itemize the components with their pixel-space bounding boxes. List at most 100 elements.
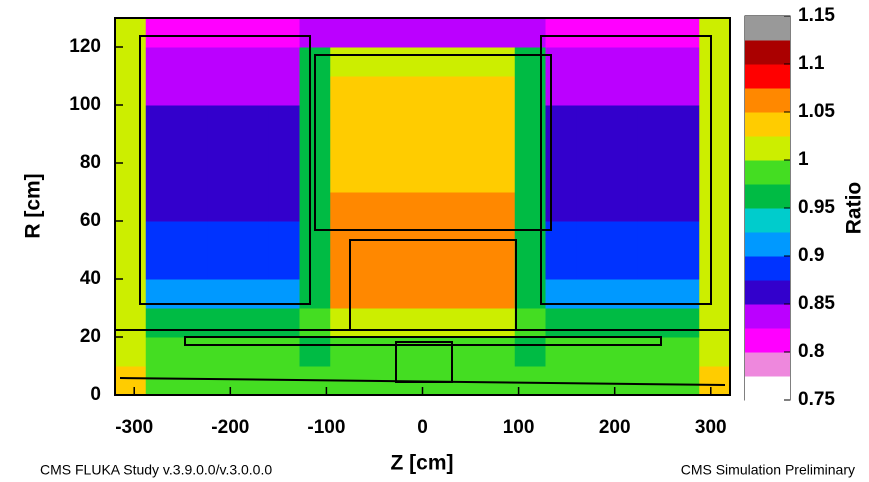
- heatmap-cell: [146, 105, 177, 135]
- heatmap-cell: [546, 250, 577, 280]
- heatmap-cell: [423, 163, 454, 193]
- heatmap-cell: [484, 279, 515, 309]
- heatmap-cell: [177, 366, 208, 396]
- heatmap-cell: [238, 221, 269, 251]
- heatmap-cell: [361, 221, 392, 251]
- heatmap-cell: [207, 47, 238, 77]
- heatmap-cell: [699, 366, 730, 396]
- heatmap-cell: [207, 163, 238, 193]
- heatmap-cell: [146, 366, 177, 396]
- x-tick-label: 0: [417, 417, 428, 438]
- colorbar-band: [745, 64, 790, 89]
- heatmap-cell: [669, 337, 700, 367]
- heatmap-cell: [269, 221, 300, 251]
- heatmap-cell: [330, 337, 361, 367]
- x-tick-label: -100: [307, 417, 345, 438]
- heatmap-cell: [361, 105, 392, 135]
- heatmap-cell: [146, 250, 177, 280]
- heatmap-cell: [177, 18, 208, 48]
- heatmap-cell: [576, 366, 607, 396]
- heatmap-cell: [392, 18, 423, 48]
- heatmap-cell: [269, 250, 300, 280]
- heatmap-cell: [669, 163, 700, 193]
- heatmap-cell: [238, 163, 269, 193]
- heatmap-cell: [484, 134, 515, 164]
- heatmap-cell: [699, 192, 730, 222]
- colorbar-band: [745, 208, 790, 233]
- heatmap-cell: [177, 134, 208, 164]
- heatmap-cell: [669, 105, 700, 135]
- heatmap-cell: [300, 308, 331, 338]
- heatmap-cell: [177, 192, 208, 222]
- heatmap-cell: [669, 366, 700, 396]
- heatmap-cell: [576, 76, 607, 106]
- heatmap-cell: [177, 76, 208, 106]
- heatmap-cell: [269, 134, 300, 164]
- heatmap-cell: [392, 105, 423, 135]
- heatmap-cell: [638, 192, 669, 222]
- heatmap-cell: [484, 250, 515, 280]
- heatmap-cell: [330, 76, 361, 106]
- heatmap-cell: [576, 221, 607, 251]
- heatmap-cell: [330, 105, 361, 135]
- heatmap-cell: [484, 76, 515, 106]
- heatmap-cell: [238, 250, 269, 280]
- heatmap-cell: [300, 18, 331, 48]
- heatmap-cell: [238, 308, 269, 338]
- heatmap-cell: [576, 192, 607, 222]
- chart: Z [cm] R [cm] Ratio CMS FLUKA Study v.3.…: [0, 0, 869, 482]
- heatmap-cell: [361, 18, 392, 48]
- heatmap-cell: [300, 250, 331, 280]
- heatmap-cell: [115, 337, 146, 367]
- heatmap-cell: [423, 308, 454, 338]
- heatmap-cell: [607, 18, 638, 48]
- heatmap-cell: [361, 250, 392, 280]
- colorbar-tick-label: 1.05: [798, 101, 835, 122]
- x-tick-label: -300: [115, 417, 153, 438]
- heatmap-cell: [238, 76, 269, 106]
- heatmap-cell: [177, 337, 208, 367]
- heatmap-cell: [207, 250, 238, 280]
- heatmap-cell: [115, 105, 146, 135]
- heatmap-cell: [146, 18, 177, 48]
- heatmap-cell: [515, 308, 546, 338]
- heatmap-cell: [423, 18, 454, 48]
- y-tick-label: 100: [69, 94, 101, 115]
- heatmap-cell: [238, 192, 269, 222]
- heatmap-cell: [453, 192, 484, 222]
- heatmap-cell: [330, 18, 361, 48]
- heatmap-cell: [361, 47, 392, 77]
- heatmap-cell: [669, 250, 700, 280]
- heatmap-cell: [269, 192, 300, 222]
- heatmap-cell: [699, 76, 730, 106]
- heatmap-cell: [484, 221, 515, 251]
- heatmap-cell: [330, 192, 361, 222]
- heatmap-cell: [115, 192, 146, 222]
- heatmap-cell: [392, 221, 423, 251]
- heatmap-cell: [423, 192, 454, 222]
- heatmap-cell: [638, 221, 669, 251]
- y-tick-label: 120: [69, 36, 101, 57]
- heatmap-cell: [392, 308, 423, 338]
- heatmap-cell: [607, 366, 638, 396]
- heatmap-cell: [453, 76, 484, 106]
- heatmap-cell: [423, 76, 454, 106]
- heatmap-cell: [453, 337, 484, 367]
- heatmap-cell: [576, 47, 607, 77]
- heatmap-cell: [515, 337, 546, 367]
- colorbar-band: [745, 16, 790, 41]
- colorbar-tick-label: 1.15: [798, 5, 835, 26]
- heatmap-cell: [669, 47, 700, 77]
- heatmap-cell: [330, 279, 361, 309]
- heatmap-cell: [699, 337, 730, 367]
- heatmap-cell: [207, 366, 238, 396]
- heatmap-cell: [330, 134, 361, 164]
- heatmap-cell: [484, 192, 515, 222]
- heatmap-cell: [607, 337, 638, 367]
- heatmap-cell: [269, 308, 300, 338]
- heatmap-cell: [484, 105, 515, 135]
- heatmap-cell: [638, 366, 669, 396]
- heatmap-cell: [453, 366, 484, 396]
- heatmap-cell: [484, 163, 515, 193]
- colorbar-tick-label: 0.9: [798, 245, 824, 266]
